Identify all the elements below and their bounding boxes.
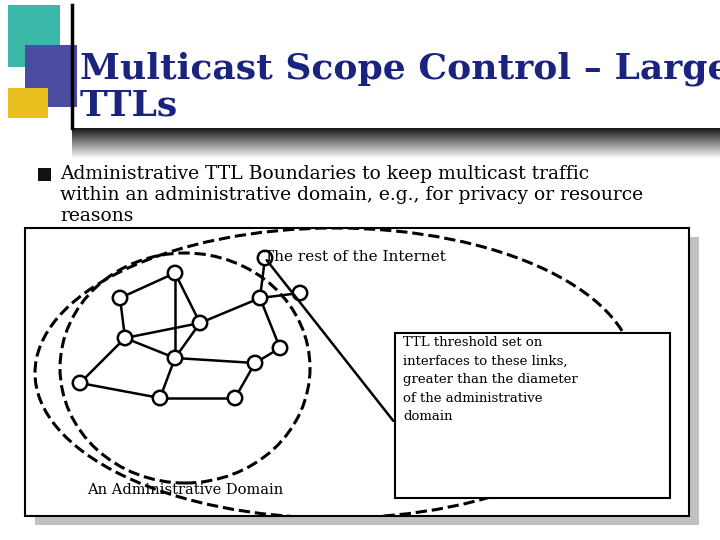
Bar bbox=[72, 150, 720, 151]
Text: within an administrative domain, e.g., for privacy or resource: within an administrative domain, e.g., f… bbox=[60, 186, 643, 204]
Bar bbox=[72, 135, 720, 136]
Text: Multicast Scope Control – Large: Multicast Scope Control – Large bbox=[80, 52, 720, 86]
Bar bbox=[72, 157, 720, 158]
Bar bbox=[38, 168, 51, 181]
Circle shape bbox=[273, 341, 287, 355]
Bar bbox=[8, 88, 48, 118]
Bar bbox=[25, 228, 689, 516]
Text: Administrative TTL Boundaries to keep multicast traffic: Administrative TTL Boundaries to keep mu… bbox=[60, 165, 589, 183]
Bar bbox=[72, 156, 720, 157]
Circle shape bbox=[228, 391, 242, 405]
Circle shape bbox=[253, 291, 267, 305]
Bar bbox=[72, 129, 720, 130]
Text: TTL threshold set on
interfaces to these links,
greater than the diameter
of the: TTL threshold set on interfaces to these… bbox=[403, 336, 577, 423]
Text: An Administrative Domain: An Administrative Domain bbox=[87, 483, 283, 497]
Bar bbox=[72, 130, 720, 131]
Bar bbox=[72, 144, 720, 145]
Circle shape bbox=[168, 351, 182, 365]
Bar bbox=[72, 145, 720, 146]
Bar bbox=[25, 45, 77, 107]
Bar bbox=[72, 147, 720, 148]
Circle shape bbox=[248, 356, 262, 370]
Circle shape bbox=[73, 376, 87, 390]
Bar bbox=[72, 151, 720, 152]
Bar bbox=[72, 134, 720, 135]
Circle shape bbox=[153, 391, 167, 405]
Bar bbox=[8, 5, 60, 67]
Bar bbox=[72, 128, 720, 129]
Bar bbox=[72, 149, 720, 150]
Bar bbox=[72, 155, 720, 156]
Circle shape bbox=[113, 291, 127, 305]
Bar bbox=[72, 131, 720, 132]
Bar bbox=[72, 143, 720, 144]
Bar bbox=[72, 148, 720, 149]
Bar bbox=[72, 139, 720, 140]
Bar bbox=[72, 140, 720, 141]
Bar bbox=[72, 152, 720, 153]
Bar bbox=[72, 136, 720, 137]
Circle shape bbox=[118, 331, 132, 345]
Circle shape bbox=[293, 286, 307, 300]
Text: reasons: reasons bbox=[60, 207, 133, 225]
Bar bbox=[72, 142, 720, 143]
Bar bbox=[72, 153, 720, 154]
Text: The rest of the Internet: The rest of the Internet bbox=[264, 250, 446, 264]
Bar bbox=[72, 133, 720, 134]
Text: TTLs: TTLs bbox=[80, 88, 179, 122]
Bar bbox=[72, 138, 720, 139]
Bar bbox=[35, 237, 699, 525]
Bar bbox=[72, 141, 720, 142]
Circle shape bbox=[168, 266, 182, 280]
Circle shape bbox=[193, 316, 207, 330]
Bar bbox=[395, 333, 670, 498]
Bar bbox=[72, 137, 720, 138]
Bar bbox=[72, 132, 720, 133]
Bar bbox=[72, 146, 720, 147]
Bar bbox=[72, 154, 720, 155]
Circle shape bbox=[258, 251, 272, 265]
